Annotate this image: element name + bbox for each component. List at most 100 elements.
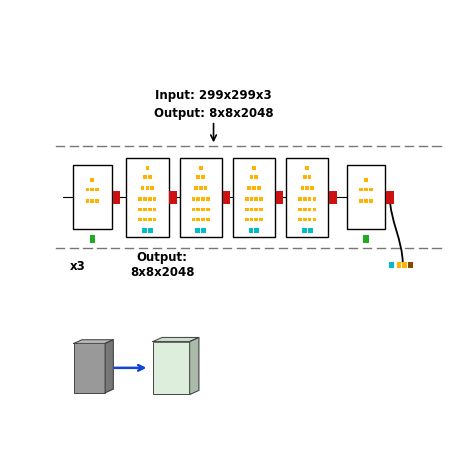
Bar bbox=[148, 228, 153, 233]
Bar bbox=[312, 218, 316, 221]
Bar bbox=[303, 175, 307, 179]
Bar bbox=[191, 197, 195, 201]
Polygon shape bbox=[105, 340, 113, 392]
Bar bbox=[138, 197, 142, 201]
Bar bbox=[180, 158, 222, 237]
Bar bbox=[138, 208, 142, 211]
Bar bbox=[305, 166, 309, 170]
Bar bbox=[194, 186, 198, 190]
Bar bbox=[95, 188, 99, 191]
Bar bbox=[308, 228, 312, 233]
Bar bbox=[112, 191, 120, 204]
Bar bbox=[346, 165, 385, 229]
Bar bbox=[223, 191, 230, 204]
Bar bbox=[143, 218, 147, 221]
Bar bbox=[143, 175, 147, 179]
Bar bbox=[201, 208, 205, 211]
Bar bbox=[141, 186, 145, 190]
Bar bbox=[169, 191, 177, 204]
Polygon shape bbox=[74, 340, 113, 343]
Bar bbox=[276, 191, 283, 204]
Bar bbox=[364, 178, 368, 182]
Bar bbox=[201, 218, 205, 221]
Bar bbox=[245, 208, 249, 211]
Bar bbox=[305, 186, 309, 190]
Bar bbox=[199, 166, 202, 170]
Bar bbox=[201, 228, 206, 233]
Polygon shape bbox=[153, 337, 199, 342]
Bar bbox=[364, 199, 368, 203]
Bar bbox=[308, 175, 311, 179]
Bar bbox=[201, 197, 205, 201]
Bar bbox=[142, 228, 147, 233]
Bar bbox=[153, 197, 156, 201]
Bar bbox=[74, 343, 105, 392]
Bar bbox=[369, 188, 373, 191]
Text: Input: 299x299x3: Input: 299x299x3 bbox=[155, 89, 272, 102]
Bar bbox=[86, 199, 90, 203]
Bar bbox=[138, 218, 142, 221]
Bar bbox=[148, 208, 152, 211]
Bar bbox=[310, 186, 314, 190]
Bar bbox=[150, 186, 154, 190]
Bar bbox=[359, 188, 363, 191]
Bar bbox=[196, 175, 200, 179]
Bar bbox=[86, 188, 90, 191]
Bar bbox=[90, 235, 95, 243]
Bar bbox=[301, 186, 304, 190]
Bar bbox=[146, 166, 149, 170]
Bar bbox=[148, 218, 152, 221]
Bar bbox=[126, 158, 169, 237]
Bar bbox=[73, 165, 111, 229]
Bar bbox=[148, 197, 152, 201]
Bar bbox=[389, 262, 394, 268]
Bar bbox=[91, 188, 94, 191]
Bar bbox=[302, 228, 307, 233]
Bar bbox=[298, 208, 302, 211]
Text: Output: 8x8x2048: Output: 8x8x2048 bbox=[154, 107, 273, 120]
Bar bbox=[329, 191, 337, 204]
Bar bbox=[196, 197, 200, 201]
Bar bbox=[191, 208, 195, 211]
Bar bbox=[397, 262, 401, 268]
Bar bbox=[312, 197, 316, 201]
Bar bbox=[259, 208, 263, 211]
Bar bbox=[303, 208, 307, 211]
Bar bbox=[369, 199, 373, 203]
Bar bbox=[408, 262, 413, 268]
Bar bbox=[245, 218, 249, 221]
Bar bbox=[259, 218, 263, 221]
Bar bbox=[206, 208, 210, 211]
Bar bbox=[249, 228, 254, 233]
Bar bbox=[303, 218, 307, 221]
Bar bbox=[91, 178, 94, 182]
Bar bbox=[250, 218, 254, 221]
Bar bbox=[91, 199, 94, 203]
Bar bbox=[195, 228, 200, 233]
Bar bbox=[206, 197, 210, 201]
Bar bbox=[402, 262, 407, 268]
Text: x3: x3 bbox=[70, 260, 86, 273]
Bar bbox=[143, 197, 147, 201]
Bar bbox=[153, 208, 156, 211]
Bar bbox=[245, 197, 249, 201]
Bar bbox=[255, 218, 258, 221]
Bar bbox=[148, 175, 152, 179]
Bar bbox=[199, 186, 202, 190]
Bar bbox=[233, 158, 275, 237]
Bar bbox=[206, 218, 210, 221]
Bar bbox=[286, 158, 328, 237]
Bar bbox=[298, 197, 302, 201]
Bar bbox=[312, 208, 316, 211]
Bar bbox=[191, 218, 195, 221]
Bar bbox=[204, 186, 207, 190]
Bar bbox=[364, 188, 368, 191]
Bar bbox=[386, 191, 393, 204]
Bar bbox=[257, 186, 261, 190]
Bar bbox=[252, 186, 256, 190]
Bar bbox=[359, 199, 363, 203]
Bar bbox=[153, 218, 156, 221]
Text: Output:
8x8x2048: Output: 8x8x2048 bbox=[130, 251, 194, 279]
Bar bbox=[146, 186, 149, 190]
Bar bbox=[308, 197, 311, 201]
